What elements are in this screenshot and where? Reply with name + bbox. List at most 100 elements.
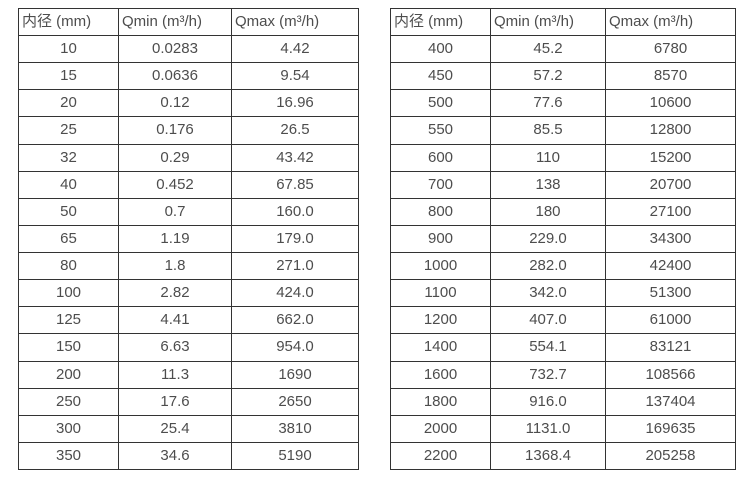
table-cell: 6.63 [118,333,232,362]
table-cell: 6780 [605,34,736,64]
table-row: 900 229.0 34300 [390,224,736,254]
table-cell: 67.85 [231,170,359,199]
table-cell: 179.0 [231,224,359,254]
table-cell: 800 [390,197,491,226]
table-cell: 27100 [605,197,736,226]
table-row: 1000 282.0 42400 [390,251,736,281]
table-cell: 8570 [605,62,736,91]
table-cell: 125 [18,306,119,335]
table-cell: 700 [390,170,491,199]
table-cell: 954.0 [231,333,359,362]
table-row: 250 17.6 2650 [18,387,359,416]
table-cell: 15200 [605,143,736,172]
table-cell: 10 [18,34,119,64]
table-cell: 3810 [231,414,359,443]
header-row: 内径 (mm) Qmin (m³/h) Qmax (m³/h) [390,8,736,36]
table-cell: 1690 [231,360,359,389]
table-cell: 0.12 [118,89,232,118]
table-cell: 1131.0 [490,414,606,443]
table-cell: 271.0 [231,251,359,281]
table-cell: 250 [18,387,119,416]
table-cell: 350 [18,441,119,471]
table-cell: 0.176 [118,116,232,145]
table-cell: 15 [18,62,119,91]
table-cell: 205258 [605,441,736,471]
table-cell: 600 [390,143,491,172]
column-header: Qmax (m³/h) [605,8,736,36]
table-cell: 138 [490,170,606,199]
table-row: 25 0.176 26.5 [18,116,359,145]
flow-rate-table-large-diameters: 内径 (mm) Qmin (m³/h) Qmax (m³/h) 400 45.2 6780… [390,8,736,471]
table-cell: 0.0636 [118,62,232,91]
table-cell: 25 [18,116,119,145]
table-cell: 0.7 [118,197,232,226]
table-cell: 10600 [605,89,736,118]
table-row: 100 2.82 424.0 [18,279,359,308]
table-cell: 916.0 [490,387,606,416]
table-cell: 0.29 [118,143,232,172]
table-cell: 300 [18,414,119,443]
table-cell: 732.7 [490,360,606,389]
table-cell: 0.452 [118,170,232,199]
table-cell: 150 [18,333,119,362]
table-cell: 2650 [231,387,359,416]
table-row: 32 0.29 43.42 [18,143,359,172]
table-cell: 26.5 [231,116,359,145]
table-row: 1600 732.7 108566 [390,360,736,389]
table-cell: 5190 [231,441,359,471]
table-cell: 1.8 [118,251,232,281]
table-cell: 342.0 [490,279,606,308]
table-cell: 65 [18,224,119,254]
column-header: 内径 (mm) [390,8,491,36]
table-cell: 550 [390,116,491,145]
table-cell: 108566 [605,360,736,389]
table-cell: 80 [18,251,119,281]
table-row: 700 138 20700 [390,170,736,199]
table-cell: 45.2 [490,34,606,64]
table-cell: 61000 [605,306,736,335]
table-row: 20 0.12 16.96 [18,89,359,118]
table-cell: 424.0 [231,279,359,308]
table-cell: 137404 [605,387,736,416]
table-row: 2200 1368.4 205258 [390,441,736,471]
column-header: Qmax (m³/h) [231,8,359,36]
table-row: 500 77.6 10600 [390,89,736,118]
table-cell: 229.0 [490,224,606,254]
table-cell: 1.19 [118,224,232,254]
table-row: 10 0.0283 4.42 [18,34,359,64]
table-row: 450 57.2 8570 [390,62,736,91]
table-row: 15 0.0636 9.54 [18,62,359,91]
table-cell: 25.4 [118,414,232,443]
table-cell: 900 [390,224,491,254]
table-cell: 1400 [390,333,491,362]
table-row: 200 11.3 1690 [18,360,359,389]
table-row: 125 4.41 662.0 [18,306,359,335]
table-cell: 662.0 [231,306,359,335]
table-cell: 12800 [605,116,736,145]
table-cell: 0.0283 [118,34,232,64]
table-cell: 400 [390,34,491,64]
table-cell: 407.0 [490,306,606,335]
table-cell: 1368.4 [490,441,606,471]
table-cell: 20700 [605,170,736,199]
table-cell: 200 [18,360,119,389]
table-row: 2000 1131.0 169635 [390,414,736,443]
table-row: 1200 407.0 61000 [390,306,736,335]
table-cell: 42400 [605,251,736,281]
table-cell: 16.96 [231,89,359,118]
column-header: Qmin (m³/h) [118,8,232,36]
table-cell: 34300 [605,224,736,254]
table-cell: 50 [18,197,119,226]
column-header: 内径 (mm) [18,8,119,36]
flow-rate-table-small-diameters: 内径 (mm) Qmin (m³/h) Qmax (m³/h) 10 0.0283 4.4… [18,8,359,471]
table-cell: 1100 [390,279,491,308]
table-cell: 43.42 [231,143,359,172]
table-cell: 554.1 [490,333,606,362]
table-cell: 20 [18,89,119,118]
table-cell: 180 [490,197,606,226]
table-row: 150 6.63 954.0 [18,333,359,362]
table-cell: 51300 [605,279,736,308]
table-row: 40 0.452 67.85 [18,170,359,199]
table-cell: 100 [18,279,119,308]
table-cell: 17.6 [118,387,232,416]
